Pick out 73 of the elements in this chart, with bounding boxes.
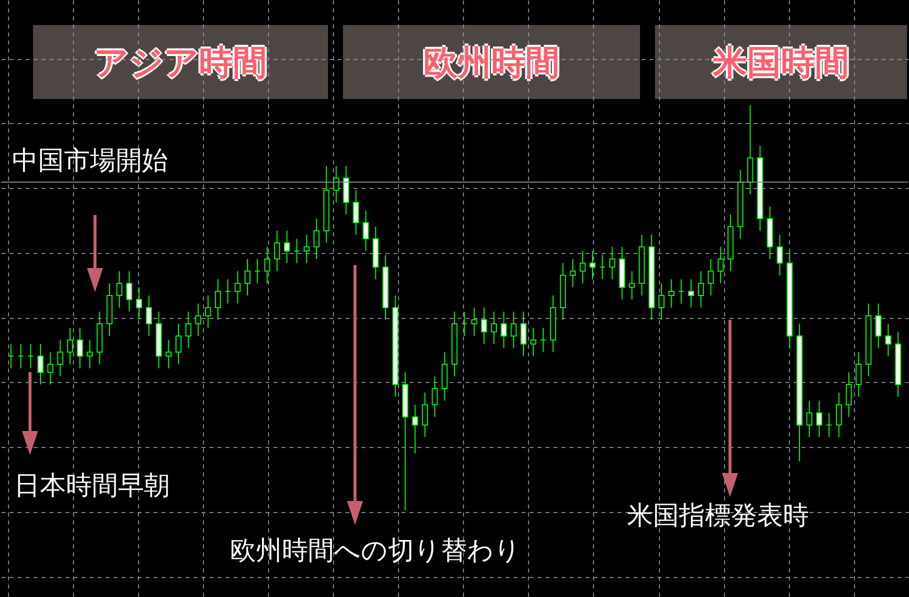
- candlestick: [510, 311, 517, 349]
- annotation: 中国市場開始: [12, 145, 168, 178]
- candlestick: [836, 392, 842, 438]
- candlestick: [116, 270, 122, 308]
- candlestick: [490, 311, 497, 345]
- candlestick: [67, 327, 74, 365]
- candlestick: [432, 376, 438, 418]
- candlestick: [254, 258, 260, 284]
- candlestick: [412, 404, 418, 454]
- candlestick: [352, 190, 359, 236]
- candlestick: [698, 270, 704, 308]
- candlestick: [244, 258, 250, 296]
- candlestick: [875, 303, 882, 349]
- annotation: 日本時間早朝: [14, 470, 170, 503]
- candlestick: [47, 352, 54, 386]
- candlestick: [284, 230, 290, 264]
- candlestick: [570, 258, 576, 288]
- candlestick: [461, 311, 468, 336]
- candlestick: [57, 339, 64, 377]
- candlestick: [8, 344, 14, 369]
- candlestick: [146, 294, 152, 336]
- candlestick: [185, 311, 192, 349]
- candlestick: [846, 372, 852, 418]
- candlestick: [234, 270, 241, 304]
- candlestick: [885, 323, 892, 357]
- candlestick: [718, 246, 724, 284]
- candlestick: [530, 327, 536, 357]
- candlestick: [304, 234, 310, 264]
- candlestick: [500, 311, 507, 349]
- candlestick: [38, 344, 44, 386]
- candlestick: [776, 234, 783, 276]
- label-box: 欧州時間: [343, 25, 640, 99]
- candlestick: [264, 246, 270, 284]
- candlestick: [362, 210, 369, 252]
- candlestick: [224, 278, 231, 304]
- candlestick: [136, 286, 142, 320]
- candlestick: [806, 400, 812, 438]
- candlestick: [195, 303, 202, 336]
- candlestick: [668, 278, 674, 308]
- candlestick: [274, 230, 280, 272]
- candlestick: [599, 254, 606, 280]
- candlestick: [76, 327, 83, 369]
- candlestick: [18, 344, 24, 369]
- annotation: 米国指標発表時: [627, 500, 809, 533]
- label-box: アジア時間: [33, 25, 328, 99]
- candlestick: [658, 282, 664, 320]
- candlestick: [166, 339, 172, 369]
- candlestick: [422, 392, 428, 438]
- candlestick: [826, 412, 832, 438]
- candlestick: [471, 307, 478, 336]
- candlestick: [126, 270, 132, 312]
- candlestick: [205, 294, 212, 328]
- candlestick: [28, 344, 34, 369]
- candlestick: [176, 323, 182, 365]
- candlestick: [856, 352, 862, 398]
- text: 欧州時間への切り替わり: [230, 535, 521, 568]
- candlestick: [214, 278, 221, 320]
- candlestick: [688, 278, 694, 308]
- candlestick: [609, 246, 616, 280]
- candlestick: [333, 165, 340, 203]
- candlestick: [314, 218, 320, 260]
- candlestick: [86, 339, 93, 369]
- candlestick: [816, 400, 822, 438]
- candlestick: [580, 250, 586, 284]
- candlestick: [708, 258, 714, 296]
- candlestick: [628, 270, 635, 300]
- candlestick: [294, 238, 300, 264]
- candlestick: [678, 278, 684, 304]
- candlestick: [481, 307, 488, 345]
- candlestick: [590, 250, 596, 280]
- label-box: 米国時間: [655, 25, 907, 99]
- candlestick: [540, 327, 546, 353]
- candlestick: [520, 311, 526, 357]
